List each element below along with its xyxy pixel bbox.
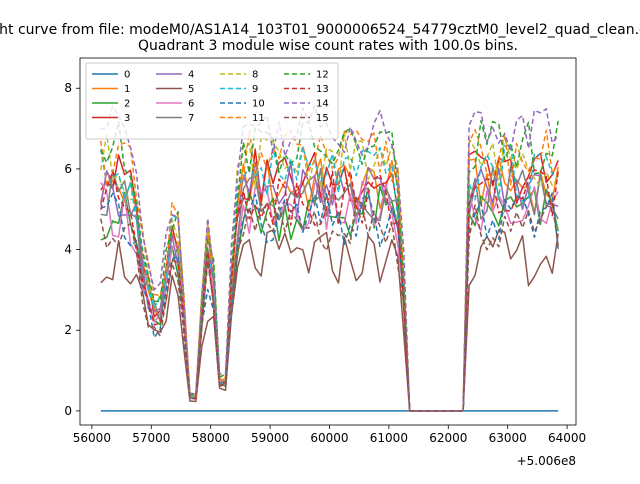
x-offset-label: +5.006e8	[517, 454, 576, 468]
x-tick-label: 61000	[370, 431, 408, 445]
legend-label-12: 12	[316, 70, 329, 81]
legend-label-14: 14	[316, 99, 329, 110]
x-tick-label: 60000	[310, 431, 348, 445]
series-line-7	[100, 165, 559, 412]
y-tick-label: 0	[64, 404, 72, 418]
legend-label-7: 7	[188, 113, 194, 124]
y-axis: 0 2 4 6 8	[64, 81, 80, 418]
y-tick-label: 6	[64, 162, 72, 176]
series-line-13	[100, 169, 559, 412]
plot-frame	[79, 57, 577, 426]
legend-label-10: 10	[252, 99, 265, 110]
series-line-5	[100, 229, 559, 412]
legend-label-9: 9	[252, 84, 258, 95]
series-line-11	[100, 129, 559, 412]
y-tick-label: 8	[64, 81, 72, 95]
series-line-15	[100, 196, 559, 412]
series-line-12	[100, 119, 559, 412]
series-line-3	[100, 148, 559, 412]
series-line-10	[100, 192, 559, 412]
series-line-8	[100, 131, 559, 412]
x-tick-label: 64000	[548, 431, 586, 445]
x-tick-label: 63000	[489, 431, 527, 445]
legend-label-6: 6	[188, 99, 194, 110]
series-line-2	[100, 185, 559, 412]
x-tick-label: 62000	[429, 431, 467, 445]
series-lines	[100, 104, 559, 412]
legend-label-2: 2	[124, 99, 130, 110]
x-tick-label: 58000	[192, 431, 230, 445]
x-axis: 56000 57000 58000 59000 60000 61000 62000 63000…	[73, 425, 586, 445]
legend-box	[85, 62, 339, 140]
chart-title: Quadrant 3 module wise count rates with …	[138, 38, 518, 54]
y-tick-label: 2	[64, 323, 72, 337]
x-tick-label: 57000	[132, 431, 170, 445]
y-tick-label: 4	[64, 243, 72, 257]
legend-label-8: 8	[252, 70, 258, 81]
legend-label-4: 4	[188, 70, 194, 81]
legend-label-1: 1	[124, 84, 130, 95]
series-line-9	[100, 144, 559, 412]
legend-label-3: 3	[124, 113, 130, 124]
legend-label-0: 0	[124, 70, 130, 81]
legend-label-5: 5	[188, 84, 194, 95]
legend-label-13: 13	[316, 84, 329, 95]
x-tick-label: 59000	[251, 431, 289, 445]
figure-suptitle: Light curve from file: modeM0/AS1A14_103…	[0, 22, 640, 38]
legend-label-15: 15	[316, 113, 329, 124]
x-tick-label: 56000	[73, 431, 111, 445]
legend-label-11: 11	[252, 113, 265, 124]
